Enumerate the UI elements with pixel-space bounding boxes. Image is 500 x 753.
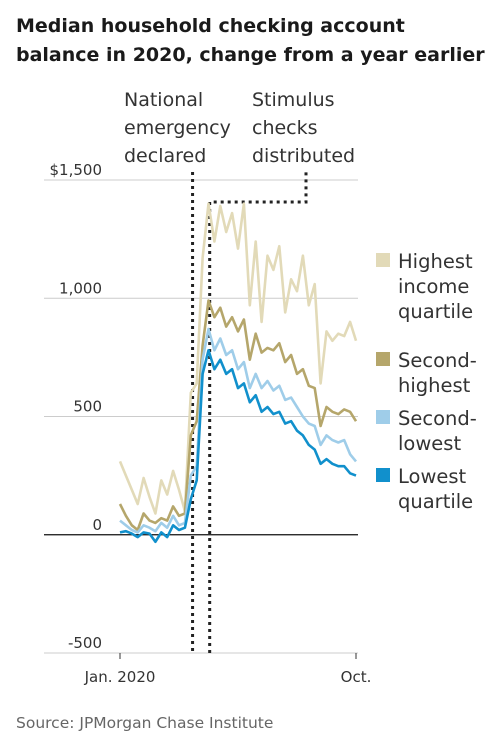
legend-label: Lowest [398, 465, 467, 488]
legend-label: quartile [398, 490, 473, 513]
series-line-0 [118, 202, 358, 515]
y-tick-labels: -500 0 500 1,000 $1,500 [50, 161, 103, 652]
x-tick-label: Jan. 2020 [84, 668, 156, 686]
legend-label: highest [398, 374, 471, 397]
y-tick-label: 1,000 [59, 279, 102, 297]
legend-label: lowest [398, 432, 461, 455]
legend-label: Second- [398, 407, 477, 430]
legend-label: quartile [398, 300, 473, 323]
annotation-1-line: Stimulus [252, 89, 335, 111]
y-tick-label: 500 [73, 398, 102, 416]
annotations: National emergency declared Stimulus checks d… [124, 89, 355, 167]
series-line-2 [119, 327, 357, 534]
annotation-0-line: declared [124, 145, 206, 167]
y-tick-label: 0 [92, 516, 102, 534]
event-line-stimulus-checks [208, 172, 308, 653]
annotation-1-line: distributed [252, 145, 355, 167]
annotation-0-line: National [124, 89, 203, 111]
x-tick-label: Oct. [341, 668, 372, 686]
event-lines [191, 172, 308, 653]
legend-label: Second- [398, 349, 477, 372]
legend-swatch [376, 352, 390, 366]
legend-swatch [376, 468, 390, 482]
legend: HighestincomequartileSecond-highestSecon… [376, 250, 477, 513]
y-tick-label: $1,500 [50, 161, 103, 179]
legend-label: Highest [398, 250, 473, 273]
x-tick-labels: Jan. 2020 Oct. [84, 653, 372, 686]
series-line-1 [118, 299, 358, 532]
chart-title: Median household checking account balanc… [16, 15, 485, 66]
annotation-1-line: checks [252, 117, 318, 139]
series-lines [118, 202, 358, 544]
legend-swatch [376, 410, 390, 424]
source-note: Source: JPMorgan Chase Institute [16, 714, 274, 732]
legend-label: income [398, 275, 469, 298]
series-line-3 [119, 349, 357, 544]
legend-swatch [376, 253, 390, 267]
y-tick-label: -500 [68, 634, 102, 652]
annotation-0-line: emergency [124, 117, 231, 139]
